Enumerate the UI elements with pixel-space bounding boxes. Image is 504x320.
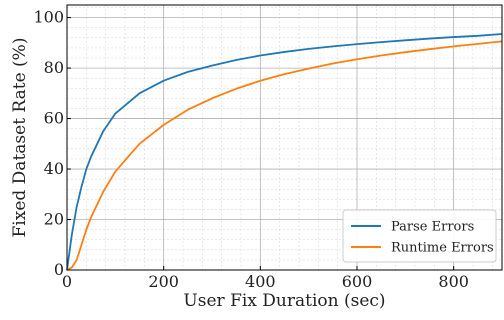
x-tick-label: 0 <box>62 272 72 291</box>
x-tick-label: 600 <box>342 272 373 291</box>
x-tick-label: 200 <box>148 272 179 291</box>
x-tick-label: 800 <box>438 272 469 291</box>
y-axis-title: Fixed Dataset Rate (%) <box>10 38 30 238</box>
axis-ticks: 0 200 400 600 800 0 20 40 60 80 100 <box>33 8 468 291</box>
y-tick-label: 20 <box>44 210 64 229</box>
plot-frame <box>66 4 503 271</box>
x-axis-title: User Fix Duration (sec) <box>183 291 385 311</box>
legend: Parse Errors Runtime Errors <box>342 209 497 263</box>
x-tick-label: 400 <box>245 272 276 291</box>
legend-label-parse-errors: Parse Errors <box>391 220 474 235</box>
series-line-parse-errors <box>66 33 503 271</box>
y-tick-label: 0 <box>54 260 64 279</box>
series-line-runtime-errors <box>66 40 503 271</box>
legend-box <box>342 209 497 263</box>
legend-label-runtime-errors: Runtime Errors <box>391 241 494 256</box>
series-lines <box>66 33 503 271</box>
y-tick-label: 40 <box>44 159 64 178</box>
y-tick-label: 60 <box>44 109 64 128</box>
y-tick-label: 80 <box>44 58 64 77</box>
y-tick-label: 100 <box>33 8 64 27</box>
